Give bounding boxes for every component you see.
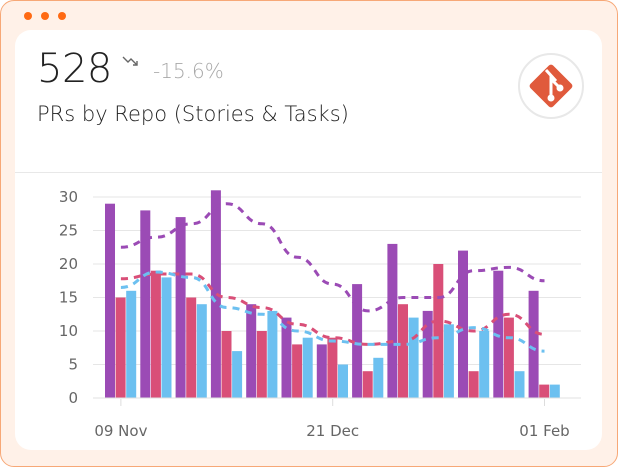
x-tick-label: 01 Feb [519,422,569,440]
bar[interactable] [387,243,398,398]
bar[interactable] [458,250,468,398]
bar[interactable] [398,304,408,398]
bar[interactable] [256,331,267,398]
bar[interactable] [479,331,490,398]
bar[interactable] [105,203,115,398]
bar[interactable] [150,270,161,398]
bar[interactable] [115,297,126,399]
kpi-delta: -15.6% [153,59,224,83]
bar[interactable] [186,297,197,399]
y-tick-label: 20 [59,255,78,273]
repo-logo [518,53,584,119]
bar[interactable] [468,371,479,398]
trend-line [120,270,545,353]
bar[interactable] [175,217,186,398]
y-tick-label: 10 [59,322,78,340]
kpi-card: 528 -15.6% PRs by Repo (Stories & Tasks)… [15,30,602,450]
header-divider [15,172,602,173]
bar[interactable] [126,290,137,398]
bar[interactable] [281,317,292,398]
bar[interactable] [338,364,348,399]
x-tick-label: 21 Dec [306,422,359,440]
bar[interactable] [221,331,232,398]
bar[interactable] [539,384,550,398]
bar[interactable] [327,337,338,398]
bar[interactable] [549,384,560,398]
window-controls [24,12,66,20]
bar[interactable] [316,344,327,398]
window-dot-3[interactable] [58,12,66,20]
bar[interactable] [232,351,243,398]
bar[interactable] [528,290,539,398]
bar[interactable] [443,324,454,398]
bar[interactable] [196,304,207,398]
bar[interactable] [408,317,419,398]
bar[interactable] [352,284,363,398]
y-tick-label: 0 [68,389,78,407]
bar[interactable] [373,357,384,398]
trending-down-icon [122,56,138,66]
trend-line [120,272,545,346]
bar[interactable] [493,270,504,398]
y-tick-label: 25 [59,222,78,240]
bar[interactable] [433,264,444,398]
bar[interactable] [422,310,433,398]
bar[interactable] [362,371,373,398]
bar[interactable] [140,210,151,398]
bar[interactable] [292,344,303,398]
y-tick-label: 15 [59,289,78,307]
bar-chart: 0 5 10 15 20 25 30 09 Nov 21 Dec 01 Feb [59,188,581,440]
chart-title: PRs by Repo (Stories & Tasks) [37,102,349,126]
bar[interactable] [302,337,313,398]
bar[interactable] [246,304,257,398]
window-dot-1[interactable] [24,12,32,20]
bar[interactable] [267,310,278,398]
git-icon [529,64,573,108]
bar[interactable] [161,277,172,398]
kpi-value: 528 [37,46,112,92]
window-dot-2[interactable] [41,12,49,20]
bar[interactable] [514,371,525,398]
y-tick-label: 5 [68,356,78,374]
bar[interactable] [503,317,514,398]
bar[interactable] [210,190,221,398]
x-tick-label: 09 Nov [94,422,147,440]
y-tick-label: 30 [59,188,78,206]
